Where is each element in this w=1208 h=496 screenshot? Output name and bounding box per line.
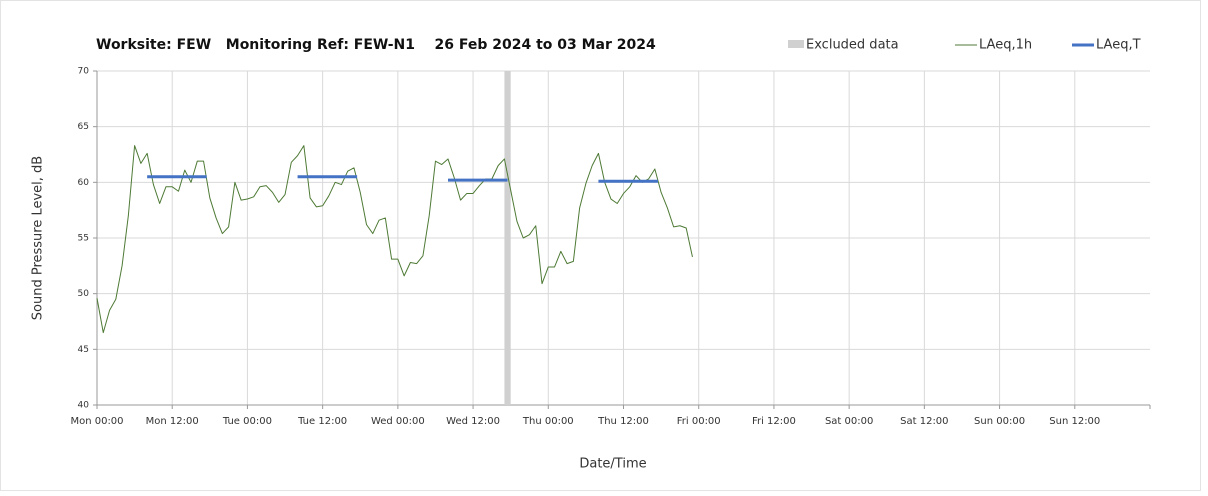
chart-title: Worksite: FEW Monitoring Ref: FEW-N1 26 … [96,37,656,53]
x-tick-label: Wed 00:00 [371,416,425,427]
y-tick-label: 55 [78,234,89,244]
legend-label: LAeq,1h [979,38,1032,53]
y-tick-label: 60 [78,178,90,188]
x-tick-label: Sun 12:00 [1049,416,1100,427]
x-tick-label: Fri 12:00 [752,416,796,427]
excluded-band [504,71,511,405]
x-tick-label: Tue 00:00 [222,416,272,427]
y-axis-title: Sound Pressure Level, dB [31,156,46,320]
y-tick-label: 45 [78,345,89,355]
y-tick-label: 70 [78,67,90,77]
series-line [96,145,693,334]
x-tick-label: Wed 12:00 [446,416,500,427]
x-tick-label: Sun 00:00 [974,416,1025,427]
x-tick-label: Mon 12:00 [146,416,199,427]
x-tick-label: Mon 00:00 [70,416,123,427]
x-axis-title: Date/Time [579,457,646,472]
x-tick-label: Thu 12:00 [597,416,649,427]
x-tick-label: Tue 12:00 [297,416,347,427]
legend-swatch [788,40,804,48]
legend-label: Excluded data [806,38,899,53]
y-tick-label: 40 [78,401,90,411]
x-tick-label: Sat 12:00 [900,416,948,427]
x-tick-label: Sat 00:00 [825,416,873,427]
series-line [147,175,658,183]
y-tick-label: 65 [78,122,89,132]
x-tick-label: Fri 00:00 [677,416,721,427]
y-tick-label: 50 [78,289,90,299]
x-tick-label: Thu 00:00 [522,416,574,427]
legend-label: LAeq,T [1096,38,1141,53]
